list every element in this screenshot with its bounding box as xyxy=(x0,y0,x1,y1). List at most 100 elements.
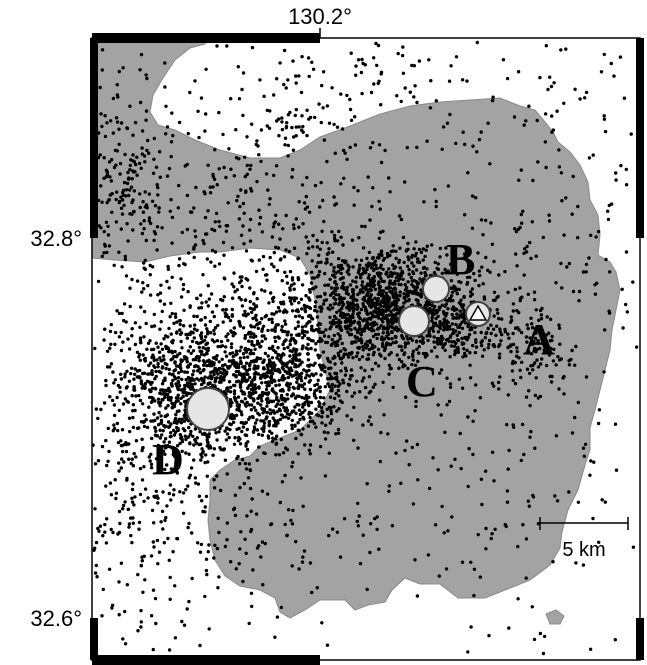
epicenter-point xyxy=(462,341,466,346)
epicenter-point xyxy=(398,275,402,279)
epicenter-point xyxy=(201,359,206,363)
epicenter-point xyxy=(599,70,604,74)
epicenter-point xyxy=(367,347,372,352)
epicenter-point xyxy=(113,330,118,335)
epicenter-point xyxy=(320,83,324,88)
epicenter-point xyxy=(301,405,305,409)
epicenter-point xyxy=(252,302,256,306)
epicenter-point xyxy=(197,359,201,363)
epicenter-point xyxy=(177,257,182,261)
epicenter-point xyxy=(282,82,286,87)
epicenter-point xyxy=(250,310,254,314)
epicenter-point xyxy=(339,92,343,96)
epicenter-point xyxy=(613,422,618,426)
epicenter-point xyxy=(156,365,160,369)
epicenter-point xyxy=(499,339,503,343)
epicenter-point xyxy=(192,206,196,210)
epicenter-point xyxy=(223,311,227,315)
epicenter-point xyxy=(240,429,244,434)
epicenter-point xyxy=(367,296,371,301)
epicenter-point xyxy=(336,379,340,384)
epicenter-point xyxy=(150,386,155,390)
epicenter-point xyxy=(247,363,252,368)
epicenter-point xyxy=(389,351,393,355)
epicenter-point xyxy=(140,402,145,406)
epicenter-point xyxy=(127,525,131,529)
epicenter-point xyxy=(345,288,349,293)
epicenter-point xyxy=(153,418,157,423)
epicenter-point xyxy=(164,406,168,410)
epicenter-point xyxy=(341,148,346,153)
epicenter-point xyxy=(353,115,357,119)
epicenter-point xyxy=(203,192,207,196)
epicenter-point xyxy=(273,335,277,340)
epicenter-point xyxy=(339,328,344,333)
epicenter-point xyxy=(446,320,450,325)
epicenter-point xyxy=(328,303,333,307)
epicenter-point xyxy=(395,353,399,357)
epicenter-point xyxy=(629,132,633,136)
epicenter-point xyxy=(126,170,130,175)
epicenter-point xyxy=(208,191,213,195)
epicenter-point xyxy=(204,494,209,499)
epicenter-point xyxy=(511,423,515,427)
epicenter-point xyxy=(288,286,292,290)
epicenter-point xyxy=(521,209,525,213)
epicenter-point xyxy=(333,301,338,306)
epicenter-point xyxy=(327,451,331,455)
epicenter-point xyxy=(217,110,221,115)
epicenter-point xyxy=(230,246,235,250)
epicenter-point xyxy=(325,356,330,361)
epicenter-point xyxy=(614,468,619,472)
epicenter-point xyxy=(350,238,355,242)
epicenter-point xyxy=(505,422,509,427)
epicenter-point xyxy=(382,413,386,417)
epicenter-point xyxy=(300,114,304,118)
epicenter-point xyxy=(381,267,385,271)
epicenter-point xyxy=(187,425,191,430)
epicenter-point xyxy=(147,380,152,384)
epicenter-point xyxy=(544,363,549,368)
epicenter-point xyxy=(410,279,414,283)
epicenter-point xyxy=(378,207,382,211)
epicenter-point xyxy=(361,61,365,66)
epicenter-point xyxy=(562,233,566,237)
epicenter-point xyxy=(339,349,343,353)
epicenter-point xyxy=(352,320,356,324)
epicenter-point xyxy=(302,396,307,400)
epicenter-point xyxy=(513,381,518,386)
epicenter-point xyxy=(368,146,373,150)
epicenter-point xyxy=(301,124,305,129)
epicenter-point xyxy=(259,419,263,423)
epicenter-point xyxy=(131,153,135,157)
epicenter-point xyxy=(442,343,446,347)
epicenter-point xyxy=(258,345,262,349)
epicenter-point xyxy=(381,258,386,262)
epicenter-point xyxy=(294,217,298,221)
epicenter-point xyxy=(206,550,210,554)
epicenter-point xyxy=(310,259,314,263)
epicenter-point xyxy=(361,246,366,250)
epicenter-point xyxy=(294,411,298,415)
epicenter-point xyxy=(268,197,272,201)
epicenter-point xyxy=(304,346,308,350)
epicenter-point xyxy=(152,136,156,141)
epicenter-point xyxy=(460,304,464,308)
epicenter-point xyxy=(362,329,366,333)
epicenter-point xyxy=(203,323,208,327)
epicenter-point xyxy=(125,583,129,587)
epicenter-point xyxy=(293,362,297,367)
epicenter-point xyxy=(478,273,482,278)
epicenter-point xyxy=(244,551,248,555)
epicenter-point xyxy=(346,268,351,272)
epicenter-point xyxy=(203,460,207,465)
epicenter-point xyxy=(357,357,362,362)
epicenter-point xyxy=(306,358,311,362)
epicenter-point xyxy=(310,327,314,331)
epicenter-point xyxy=(326,283,331,287)
epicenter-point xyxy=(189,351,193,355)
epicenter-point xyxy=(285,330,290,334)
epicenter-point xyxy=(228,398,233,402)
epicenter-point xyxy=(256,144,260,148)
epicenter-point xyxy=(140,290,144,294)
